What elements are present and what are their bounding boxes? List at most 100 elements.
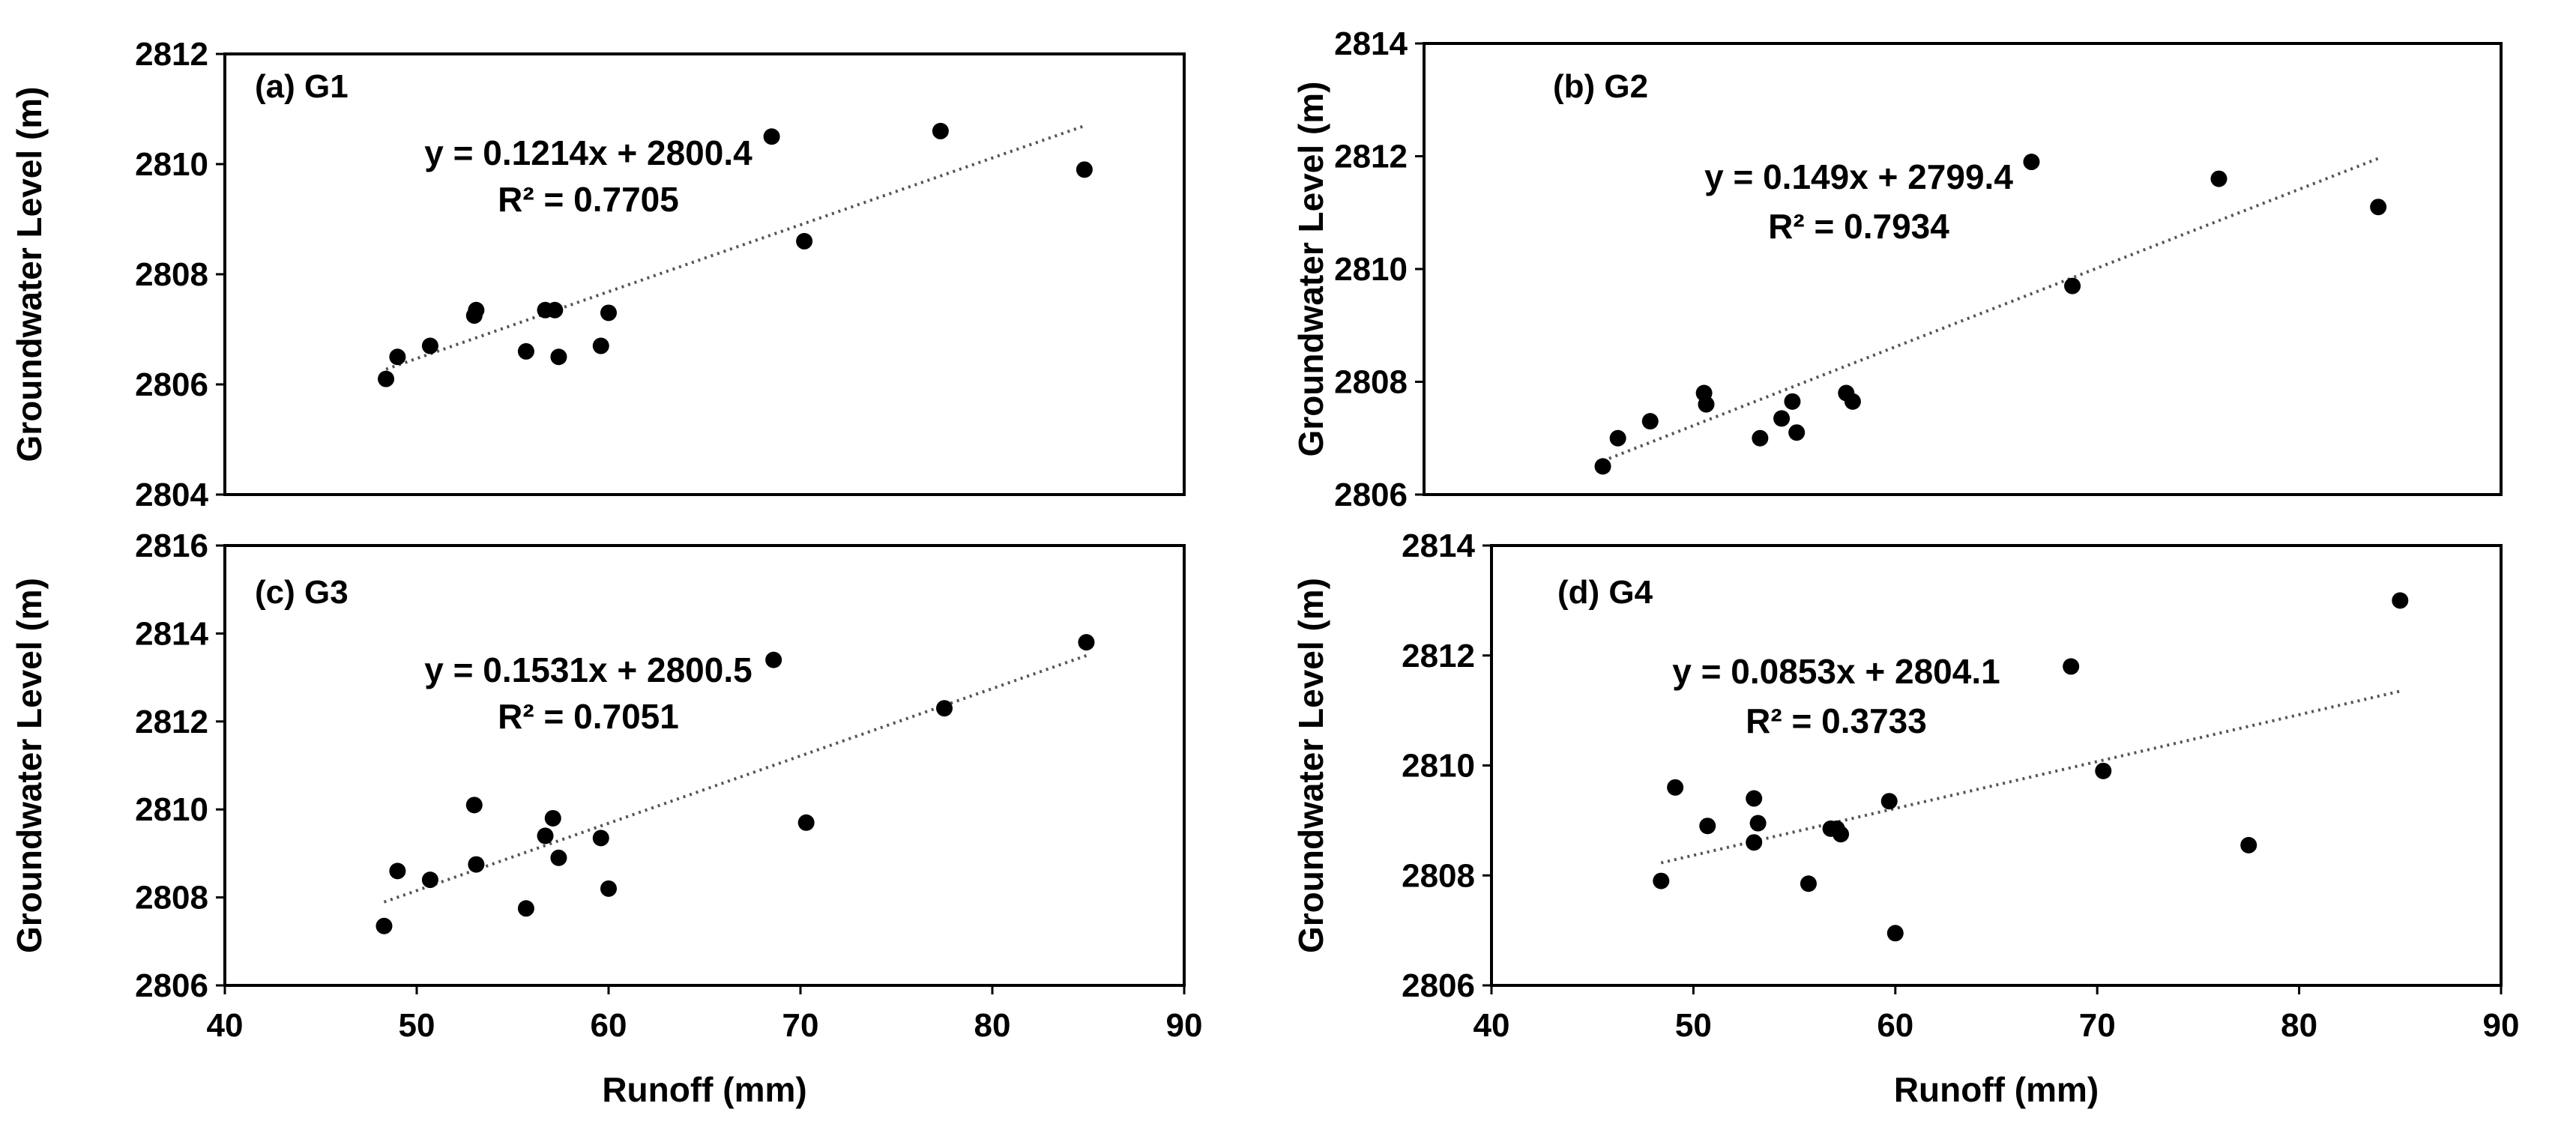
data-point [592,830,609,847]
data-point [600,304,617,321]
y-tick-label: 2814 [135,615,208,652]
y-tick-label: 2810 [135,146,208,183]
regression-equation: y = 0.149x + 2799.4 [1704,157,2013,196]
data-point [1698,396,1715,413]
r-squared-label: R² = 0.7705 [498,180,679,219]
data-point [1844,393,1861,410]
data-point [378,370,395,387]
regression-equation: y = 0.1214x + 2800.4 [424,133,752,172]
y-tick-label: 2804 [135,477,208,513]
x-axis-title: Runoff (mm) [602,1070,806,1109]
data-point [1788,424,1806,441]
data-point [465,797,483,814]
y-tick-label: 2812 [1402,638,1475,674]
data-point [2210,170,2227,187]
trendline [385,124,1085,371]
data-point [1699,818,1716,835]
data-point [1609,429,1626,447]
panel-label: (a) G1 [255,68,349,105]
data-point [2063,658,2080,675]
data-point [1076,161,1093,178]
y-axis-title: Groundwater Level (m) [1291,578,1330,953]
x-tick-label: 80 [974,1007,1011,1044]
data-point [1749,815,1767,832]
data-point [389,348,406,366]
x-tick-label: 60 [1877,1007,1913,1044]
data-point [468,301,485,318]
data-point [550,348,567,366]
data-point [1078,634,1095,651]
data-point [517,342,534,360]
data-point [1746,790,1763,807]
panel-label: (c) G3 [255,574,349,611]
data-point [1886,925,1904,942]
x-tick-label: 70 [2079,1007,2116,1044]
r-squared-label: R² = 0.7934 [1768,207,1949,246]
y-tick-label: 2806 [1334,477,1408,513]
data-point [765,651,782,668]
x-tick-label: 90 [2483,1007,2520,1044]
y-axis-title: Groundwater Level (m) [10,87,49,462]
y-tick-label: 2808 [1334,364,1408,401]
y-tick-label: 2806 [135,366,208,403]
y-tick-label: 2814 [1334,25,1408,62]
y-tick-label: 2814 [1402,528,1475,564]
x-tick-label: 60 [591,1007,627,1044]
data-point [1746,834,1763,851]
x-tick-label: 50 [1675,1007,1712,1044]
panel-3: 2806 2808 2810 2812 2814 2816 40 50 60 70 80 90 Grou… [10,528,1202,1109]
data-point [797,814,815,831]
data-point [468,856,485,873]
data-point [763,128,780,145]
data-point [421,871,438,889]
x-tick-label: 80 [2281,1007,2317,1044]
panel-4: 2806 2808 2810 2812 2814 40 50 60 70 80 90 Groundwa… [1291,528,2519,1109]
plot-area-frame [1423,42,2503,496]
y-axis-title: Groundwater Level (m) [10,578,49,953]
plot-area-frame [1490,544,2503,987]
y-tick-label: 2812 [135,36,208,73]
trendline [383,653,1088,904]
x-tick-label: 40 [207,1007,244,1044]
r-squared-label: R² = 0.3733 [1746,701,1927,740]
data-point [1752,429,1769,447]
data-point [2095,762,2112,779]
y-tick-label: 2812 [135,704,208,740]
data-point [1773,410,1791,427]
data-point [2064,277,2081,294]
data-point [2240,836,2257,854]
y-tick-label: 2808 [135,256,208,293]
plot-area-frame [223,544,1186,987]
trendline [1660,689,2401,865]
data-point [2370,199,2387,216]
data-point [932,122,949,139]
y-tick-label: 2810 [135,791,208,828]
y-tick-label: 2806 [1402,967,1475,1004]
data-point [936,700,953,717]
data-point [1667,779,1684,796]
r-squared-label: R² = 0.7051 [498,697,679,736]
panel-1: 2804 2806 2808 2810 2812 Groundwater Level (m… [10,36,1186,513]
data-point [1784,393,1801,410]
data-point [796,232,813,250]
x-tick-label: 90 [1166,1007,1203,1044]
panel-label: (b) G2 [1553,68,1648,105]
regression-equation: y = 0.0853x + 2804.1 [1672,652,2000,691]
x-tick-label: 40 [1473,1007,1510,1044]
data-point [1833,826,1850,843]
data-point [375,917,393,934]
data-point [1594,458,1611,475]
y-tick-label: 2816 [135,528,208,564]
data-point [1800,875,1817,892]
y-tick-label: 2810 [1334,251,1408,288]
data-point [1653,872,1670,889]
x-tick-label: 70 [782,1007,819,1044]
x-axis-title: Runoff (mm) [1894,1070,2099,1109]
data-point [389,862,406,880]
data-point [544,809,561,827]
data-point [517,900,534,917]
y-tick-label: 2812 [1334,139,1408,175]
x-tick-label: 50 [399,1007,435,1044]
data-point [600,880,617,897]
